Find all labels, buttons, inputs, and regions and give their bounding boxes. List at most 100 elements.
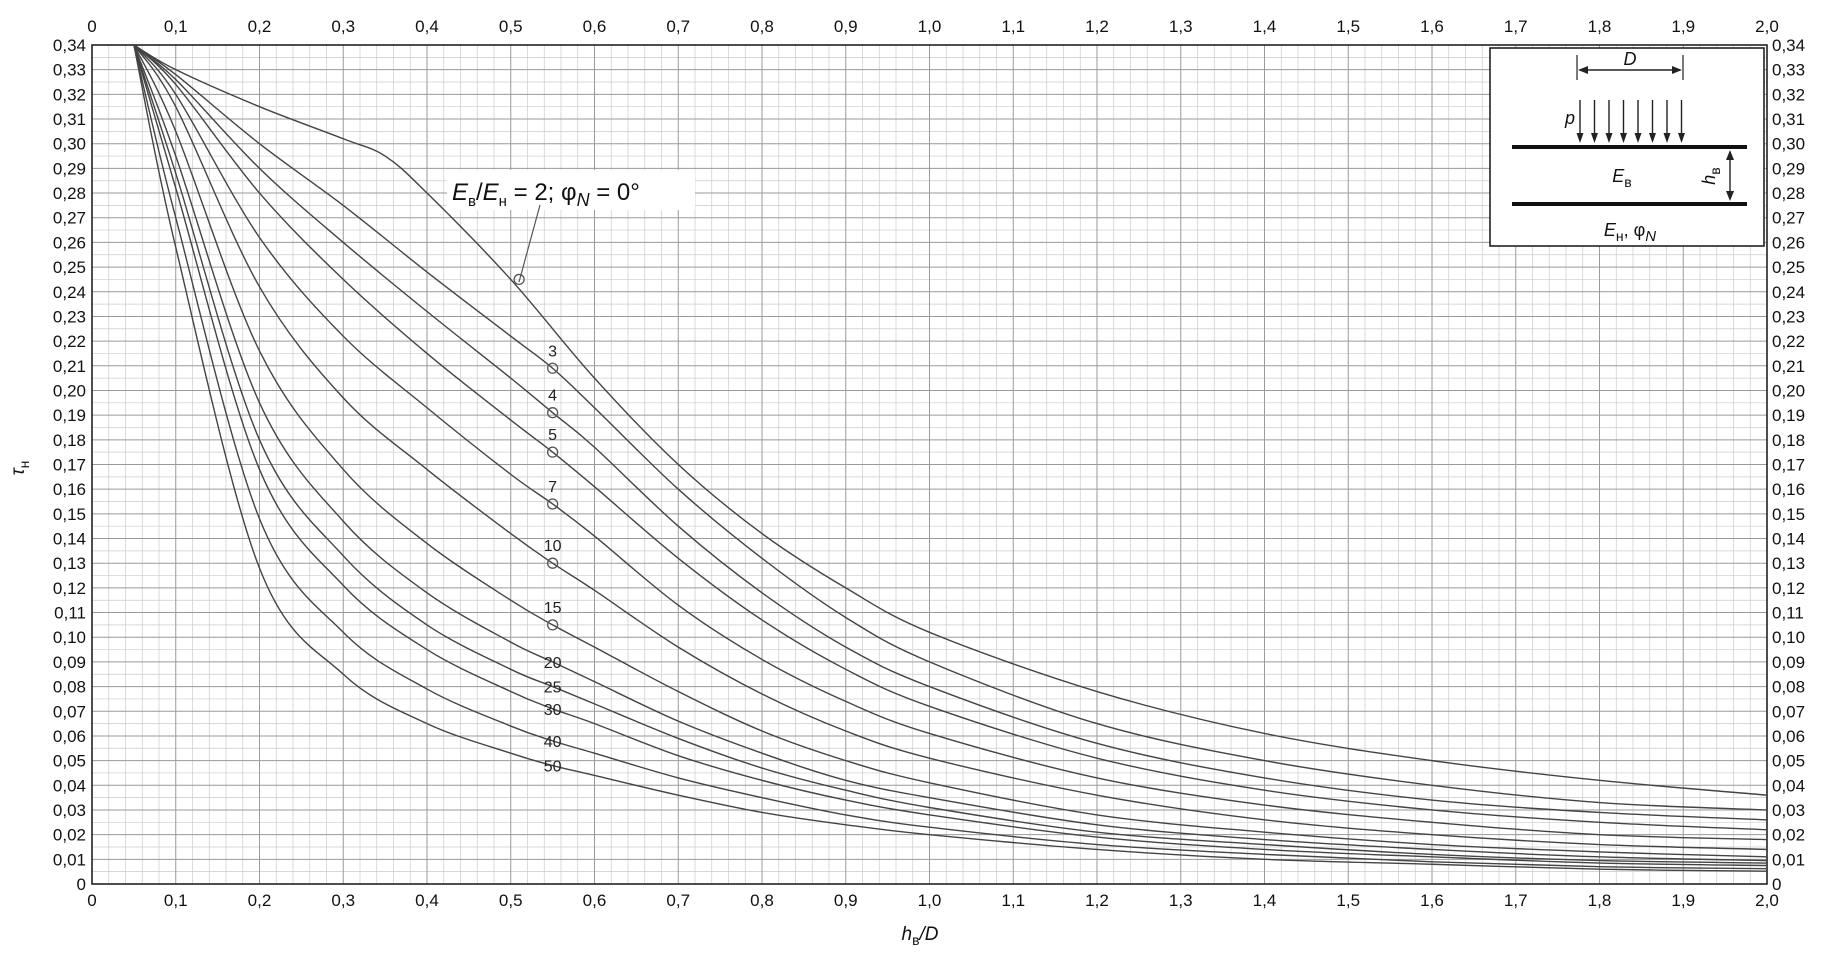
y-tick-label-left: 0,25 <box>53 258 86 277</box>
x-tick-label-bottom: 1,7 <box>1504 891 1528 910</box>
y-tick-label-left: 0,23 <box>53 307 86 326</box>
y-tick-label-left: 0,08 <box>53 678 86 697</box>
curve-label: 4 <box>548 388 557 405</box>
y-tick-label-right: 0,25 <box>1772 258 1805 277</box>
y-tick-label-right: 0,29 <box>1772 159 1805 178</box>
y-tick-label-left: 0,04 <box>53 776 86 795</box>
x-axis-title-sub: в <box>912 932 919 948</box>
curve-line <box>133 44 1768 831</box>
y-tick-label-right: 0,33 <box>1772 61 1805 80</box>
inset-en-sub2: N <box>1645 228 1656 245</box>
inset-en-main: E <box>1604 220 1617 240</box>
curve-label: 30 <box>544 702 562 719</box>
inset-d-arrow-left <box>1578 66 1588 74</box>
x-tick-label-bottom: 2,0 <box>1755 891 1779 910</box>
y-tick-label-left: 0,07 <box>53 702 86 721</box>
load-arrow-head <box>1678 133 1685 143</box>
x-tick-label-bottom: 0,4 <box>415 891 439 910</box>
y-tick-label-right: 0,30 <box>1772 135 1805 154</box>
x-tick-label-bottom: 0,6 <box>583 891 607 910</box>
load-arrow-head <box>1649 133 1656 143</box>
y-tick-label-right: 0,11 <box>1772 604 1804 623</box>
x-tick-label-top: 0,3 <box>331 17 355 36</box>
callout-e2: E <box>483 179 500 206</box>
x-tick-label-bottom: 1,0 <box>918 891 942 910</box>
y-tick-label-right: 0,27 <box>1772 209 1805 228</box>
y-tick-label-left: 0,29 <box>53 159 86 178</box>
x-tick-label-bottom: 0,3 <box>331 891 355 910</box>
x-axis-title-tail: /D <box>918 924 939 945</box>
inset-en-sub: н <box>1616 228 1624 244</box>
y-tick-label-left: 0,13 <box>53 554 86 573</box>
y-tick-label-right: 0,20 <box>1772 381 1805 400</box>
x-tick-label-top: 1,7 <box>1504 17 1528 36</box>
load-arrow-head <box>1634 133 1642 143</box>
x-tick-label-top: 1,3 <box>1169 17 1193 36</box>
inset-hb-main: h <box>1699 175 1719 185</box>
y-tick-label-left: 0,28 <box>53 184 86 203</box>
curve-line <box>133 44 1768 858</box>
x-tick-label-top: 0,5 <box>499 17 523 36</box>
curve-line <box>133 44 1768 870</box>
x-tick-label-top: 0,9 <box>834 17 858 36</box>
x-tick-label-bottom: 1,9 <box>1671 891 1695 910</box>
x-axis-title-main: h <box>901 924 912 945</box>
y-tick-label-right: 0 <box>1772 875 1781 894</box>
curve-line <box>133 44 1768 821</box>
y-tick-label-left: 0,24 <box>53 283 86 302</box>
y-tick-label-right: 0,21 <box>1772 357 1805 376</box>
y-tick-label-left: 0,34 <box>53 36 86 55</box>
curve-marker <box>546 362 559 374</box>
curve-label: 50 <box>544 759 562 776</box>
y-tick-label-right: 0,31 <box>1772 110 1805 129</box>
y-tick-label-right: 0,26 <box>1772 233 1805 252</box>
x-tick-label-bottom: 0,7 <box>666 891 690 910</box>
y-tick-label-left: 0,22 <box>53 332 86 351</box>
x-tick-label-top: 1,5 <box>1336 17 1360 36</box>
y-ticks-right: 0 0,01 0,02 0,03 0,04 0,05 0,06 0,07 0,08 0,09 0,1… <box>1772 36 1805 894</box>
x-tick-label-bottom: 0,8 <box>750 891 774 910</box>
x-tick-label-bottom: 0,1 <box>164 891 188 910</box>
x-tick-label-bottom: 1,6 <box>1420 891 1444 910</box>
inset-hb-label: hв <box>1699 167 1723 184</box>
y-tick-label-right: 0,19 <box>1772 406 1805 425</box>
y-axis-title-main: τ <box>8 466 29 475</box>
curve-line <box>133 44 1768 851</box>
x-tick-label-bottom: 1,8 <box>1588 891 1612 910</box>
y-tick-label-right: 0,24 <box>1772 283 1805 302</box>
curve-line <box>133 44 1768 796</box>
y-tick-label-right: 0,16 <box>1772 480 1805 499</box>
y-tick-label-right: 0,02 <box>1772 826 1805 845</box>
x-tick-label-top: 0,4 <box>415 17 439 36</box>
y-tick-label-right: 0,34 <box>1772 36 1805 55</box>
y-tick-label-left: 0,18 <box>53 431 86 450</box>
load-arrow-head <box>1591 133 1598 143</box>
y-tick-label-left: 0,11 <box>54 604 86 623</box>
y-tick-label-left: 0,17 <box>53 456 86 475</box>
x-ticks-bottom: 0 0,1 0,2 0,3 0,4 0,5 0,6 0,7 0,8 0,9 1,0 1,1 1,2 1,3… <box>87 891 1779 910</box>
y-tick-label-left: 0,20 <box>53 381 86 400</box>
x-tick-label-top: 1,4 <box>1253 17 1277 36</box>
load-arrow-head <box>1605 133 1613 143</box>
callout-rest2: = 0° <box>590 179 640 206</box>
curve-label: 7 <box>548 479 557 496</box>
inset-p-label: p <box>1564 108 1575 128</box>
curve-marker <box>546 619 559 631</box>
y-tick-label-left: 0,19 <box>53 406 86 425</box>
x-tick-label-top: 1,8 <box>1588 17 1612 36</box>
curve-line <box>133 44 1768 811</box>
y-tick-label-left: 0,09 <box>53 653 86 672</box>
x-axis-title: hв/D <box>901 924 938 948</box>
y-tick-label-right: 0,18 <box>1772 431 1805 450</box>
y-axis-title-group: τн <box>8 461 32 476</box>
y-tick-label-right: 0,08 <box>1772 678 1805 697</box>
y-tick-label-right: 0,09 <box>1772 653 1805 672</box>
y-tick-label-left: 0 <box>77 875 86 894</box>
x-tick-label-top: 0,8 <box>750 17 774 36</box>
y-axis-title: τн <box>8 461 32 476</box>
x-tick-label-bottom: 1,5 <box>1336 891 1360 910</box>
inset-hb-group: hв <box>1699 167 1723 184</box>
inset-d-label: D <box>1624 49 1637 69</box>
x-tick-label-top: 1,6 <box>1420 17 1444 36</box>
callout-background <box>447 170 695 210</box>
